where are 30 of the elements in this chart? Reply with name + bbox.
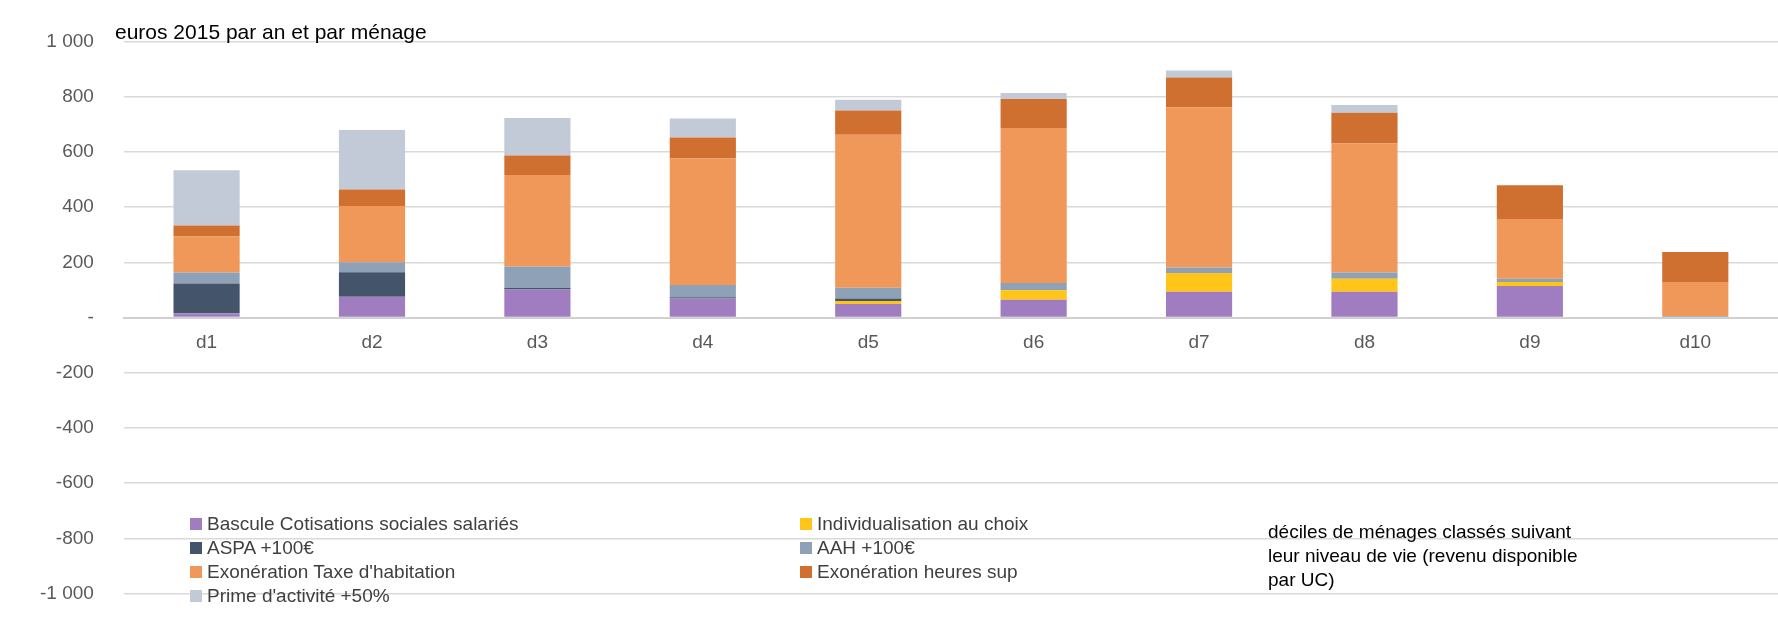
x-tick-label: d3 — [526, 331, 548, 353]
y-tick-label: -200 — [55, 360, 94, 382]
y-tick-label: 1 000 — [46, 29, 94, 51]
y-tick-label: -400 — [55, 416, 94, 438]
y-tick-label: -800 — [55, 526, 94, 548]
x-tick-label: d7 — [1188, 331, 1210, 353]
x-tick-label: d6 — [1023, 331, 1045, 353]
x-tick-label: d2 — [361, 331, 383, 353]
y-tick-label: -1 000 — [40, 581, 94, 603]
x-tick-label: d5 — [857, 331, 879, 353]
y-tick-label: 800 — [62, 84, 94, 106]
y-tick-label: 200 — [62, 250, 94, 272]
legend-label: Individualisation au choix — [817, 513, 1029, 535]
y-axis-title: euros 2015 par an et par ménage — [115, 20, 427, 44]
legend-label: Exonération Taxe d'habitation — [207, 561, 456, 583]
legend-label: Bascule Cotisations sociales salariés — [207, 513, 519, 535]
legend-label: AAH +100€ — [817, 537, 915, 559]
legend-label: Exonération heures sup — [817, 561, 1018, 583]
legend-label: Prime d'activité +50% — [207, 585, 390, 607]
y-tick-label: 400 — [62, 195, 94, 217]
x-tick-label: d10 — [1679, 331, 1712, 353]
y-tick-label: -600 — [55, 471, 94, 493]
x-tick-label: d1 — [196, 331, 218, 353]
legend-label: ASPA +100€ — [207, 537, 314, 559]
x-tick-label: d9 — [1519, 331, 1541, 353]
x-tick-label: d4 — [692, 331, 714, 353]
x-axis-title: déciles de ménages classés suivant leur niveau de vie (revenu disponible par UC) — [1268, 520, 1579, 592]
y-tick-label: 600 — [62, 140, 94, 162]
y-tick-label: - — [87, 305, 94, 327]
x-tick-label: d8 — [1353, 331, 1376, 353]
